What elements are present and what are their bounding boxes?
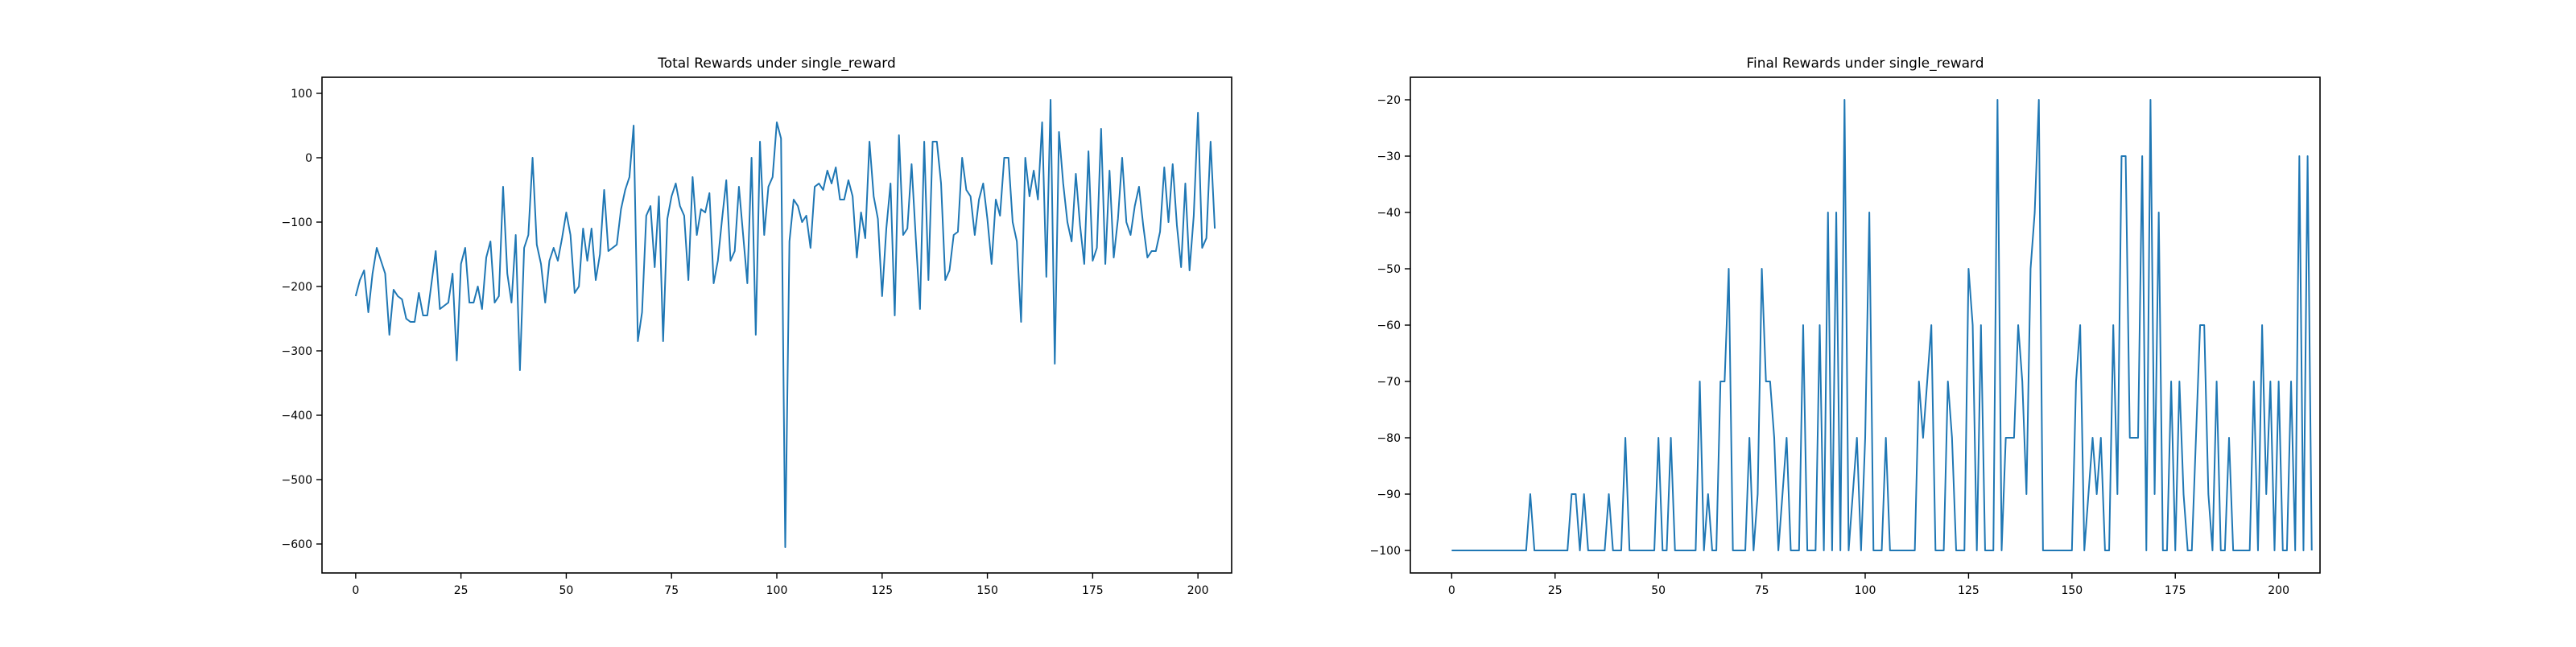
chart-1-y-tick-label: −30 <box>1377 150 1401 163</box>
chart-0-y-tick-label: 0 <box>305 152 312 165</box>
chart-1-x-tick-label: 25 <box>1548 584 1563 597</box>
chart-1-x-tick-label: 150 <box>2061 584 2083 597</box>
chart-0-y-tick-label: −600 <box>282 538 312 551</box>
chart-0-series-line-0 <box>354 99 1216 548</box>
chart-1-x-tick-label: 0 <box>1448 584 1455 597</box>
chart-1-x-tick-label: 75 <box>1755 584 1769 597</box>
chart-1-series-line-0 <box>1451 99 2313 551</box>
chart-0-x-tick-label: 25 <box>454 584 469 597</box>
chart-0-y-tick-label: −300 <box>282 345 312 358</box>
chart-0-title: Total Rewards under single_reward <box>657 56 896 72</box>
chart-1-y-tick-label: −20 <box>1377 94 1401 107</box>
chart-0-x-tick-label: 200 <box>1187 584 1209 597</box>
chart-0-x-tick-label: 75 <box>664 584 679 597</box>
total-rewards-chart: Total Rewards under single_reward 0 25 50 75… <box>282 56 1232 597</box>
chart-1-y-tick-label: −70 <box>1377 376 1401 389</box>
chart-1-x-tick-label: 100 <box>1855 584 1876 597</box>
chart-1-x-tick-label: 50 <box>1651 584 1666 597</box>
chart-1-y-tick-label: −50 <box>1377 263 1401 276</box>
chart-0-x-tick-label: 0 <box>352 584 359 597</box>
chart-1-x-tick-label: 125 <box>1958 584 1979 597</box>
chart-1-y-tick-label: −60 <box>1377 319 1401 332</box>
final-rewards-chart: Final Rewards under single_reward 0 25 50 75… <box>1370 56 2321 597</box>
chart-1-x-tick-label: 175 <box>2165 584 2186 597</box>
chart-0-y-tick-label: −200 <box>282 281 312 294</box>
chart-0-y-tick-label: −500 <box>282 474 312 487</box>
chart-0-x-tick-label: 175 <box>1082 584 1104 597</box>
chart-1-y-tick-label: −90 <box>1377 488 1401 501</box>
chart-1-y-tick-label: −80 <box>1377 432 1401 445</box>
chart-1-title: Final Rewards under single_reward <box>1746 56 1984 72</box>
chart-0-x-tick-label: 100 <box>766 584 788 597</box>
chart-0-y-tick-label: 100 <box>291 88 312 101</box>
chart-0-x-tick-label: 50 <box>559 584 574 597</box>
chart-1-y-tick-label: −40 <box>1377 207 1401 220</box>
chart-1-y-tick-label: −100 <box>1370 545 1401 558</box>
chart-0-y-tick-label: −400 <box>282 410 312 422</box>
chart-0-y-tick-label: −100 <box>282 216 312 229</box>
chart-0-x-tick-label: 125 <box>871 584 893 597</box>
chart-0-x-tick-label: 150 <box>976 584 998 597</box>
chart-1-x-tick-label: 200 <box>2268 584 2289 597</box>
